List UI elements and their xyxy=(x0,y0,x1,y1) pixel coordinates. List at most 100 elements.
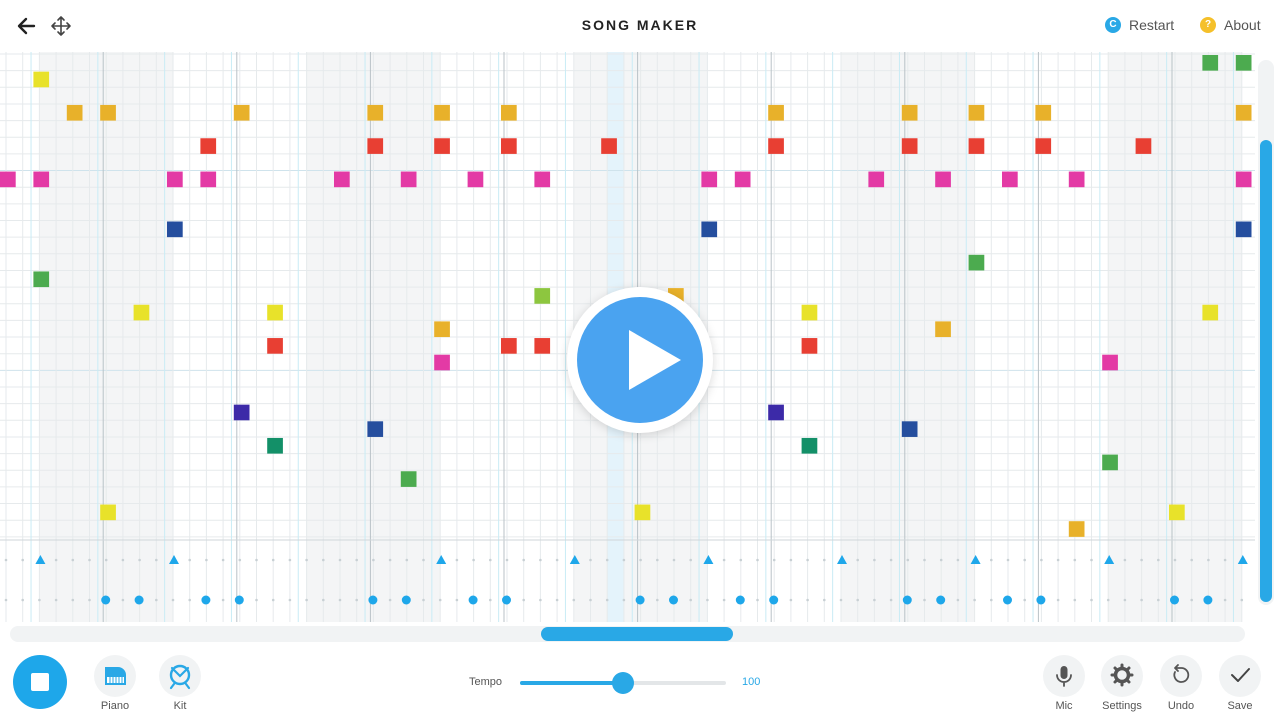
percussion-grid-dot xyxy=(906,558,910,562)
percussion-grid-dot xyxy=(238,558,242,562)
percussion-grid-dot xyxy=(288,598,292,602)
percussion-grid-dot xyxy=(338,558,342,562)
restart-button[interactable]: C Restart xyxy=(1105,17,1174,33)
percussion-grid-dot xyxy=(672,558,676,562)
percussion-grid-dot xyxy=(355,598,359,602)
melody-note xyxy=(1202,304,1219,321)
percussion-grid-dot xyxy=(990,558,993,562)
play-overlay-button[interactable] xyxy=(567,287,713,433)
melody-note xyxy=(1235,171,1252,188)
percussion-grid-dot xyxy=(605,598,609,602)
percussion-grid-dot xyxy=(305,598,308,602)
back-arrow-icon[interactable] xyxy=(14,14,38,38)
melody-note xyxy=(768,104,784,121)
mic-button[interactable] xyxy=(1043,655,1085,697)
percussion-grid-dot xyxy=(422,558,425,562)
percussion-grid-dot xyxy=(88,598,91,602)
melody-note xyxy=(267,437,283,454)
percussion-triangle xyxy=(1237,555,1248,564)
percussion-grid-dot xyxy=(455,558,459,562)
settings-button[interactable] xyxy=(1101,655,1143,697)
page-title: SONG MAKER xyxy=(581,17,699,33)
percussion-hit xyxy=(669,595,678,605)
melody-note xyxy=(901,104,918,121)
save-button[interactable] xyxy=(1219,655,1261,697)
percussion-grid-dot xyxy=(1123,558,1127,562)
percussion-grid-dot xyxy=(1106,598,1110,602)
restart-label: Restart xyxy=(1129,17,1175,33)
percussion-grid-dot xyxy=(756,598,759,602)
melody-note xyxy=(367,421,384,437)
melody-note xyxy=(400,171,417,188)
tempo-slider-fill xyxy=(520,681,623,685)
percussion-grid-dot xyxy=(271,558,275,562)
melody-note xyxy=(801,338,818,354)
percussion-grid-dot xyxy=(54,558,58,562)
about-button[interactable]: ? About xyxy=(1200,17,1261,33)
melody-note xyxy=(400,471,417,487)
percussion-triangle xyxy=(436,555,447,564)
percussion-grid-dot xyxy=(1223,558,1227,562)
percussion-grid-dot xyxy=(1157,558,1160,562)
instrument-button[interactable] xyxy=(94,655,136,697)
percussion-grid-dot xyxy=(656,558,659,562)
restart-icon: C xyxy=(1105,17,1121,33)
vertical-scrollbar-thumb[interactable] xyxy=(1260,140,1272,602)
percussion-grid-dot xyxy=(422,598,425,602)
melody-note xyxy=(935,321,951,338)
percussion-grid-dot xyxy=(789,558,793,562)
percussion-hit xyxy=(735,595,745,605)
percussion-grid-dot xyxy=(1157,598,1160,602)
percussion-grid-dot xyxy=(155,598,158,602)
percussion-grid-dot xyxy=(71,598,75,602)
microphone-icon xyxy=(1056,666,1072,687)
percussion-grid-dot xyxy=(806,598,809,602)
percussion-grid-dot xyxy=(338,598,342,602)
percussion-button[interactable] xyxy=(159,655,201,697)
percussion-grid-dot xyxy=(1240,598,1244,602)
percussion-grid-dot xyxy=(856,558,859,562)
percussion-grid-dot xyxy=(589,598,592,602)
melody-note xyxy=(200,138,217,154)
melody-note xyxy=(501,104,517,121)
percussion-grid-dot xyxy=(221,598,225,602)
melody-note xyxy=(434,138,450,154)
percussion-grid-dot xyxy=(923,598,926,602)
percussion-grid-dot xyxy=(689,598,692,602)
percussion-grid-dot xyxy=(1190,598,1193,602)
percussion-grid-dot xyxy=(4,558,8,562)
percussion-grid-dot xyxy=(1223,598,1227,602)
melody-note xyxy=(901,138,918,154)
percussion-grid-dot xyxy=(839,598,843,602)
percussion-grid-dot xyxy=(939,558,943,562)
percussion-grid-dot xyxy=(1173,558,1177,562)
horizontal-scrollbar-thumb[interactable] xyxy=(541,627,733,641)
percussion-grid-dot xyxy=(322,598,325,602)
move-icon[interactable] xyxy=(49,14,73,38)
tempo-slider-knob[interactable] xyxy=(612,672,634,694)
percussion-hit xyxy=(635,595,645,605)
play-button-circle[interactable] xyxy=(577,297,703,423)
percussion-grid-dot xyxy=(889,598,893,602)
percussion-grid-dot xyxy=(756,558,759,562)
melody-note xyxy=(768,404,784,421)
percussion-grid-dot xyxy=(1073,558,1077,562)
percussion-grid-dot xyxy=(121,598,125,602)
percussion-grid-dot xyxy=(1073,598,1077,602)
percussion-grid-dot xyxy=(121,558,125,562)
percussion-grid-dot xyxy=(4,598,8,602)
percussion-grid-dot xyxy=(305,558,308,562)
percussion-grid-dot xyxy=(789,598,793,602)
percussion-hit xyxy=(936,595,946,605)
melody-note xyxy=(534,338,551,354)
melody-note xyxy=(467,171,484,188)
about-icon: ? xyxy=(1200,17,1216,33)
melody-note xyxy=(367,138,384,154)
melody-note xyxy=(601,138,617,154)
undo-button[interactable] xyxy=(1160,655,1202,697)
stop-button[interactable] xyxy=(13,655,67,709)
about-label: About xyxy=(1224,17,1261,33)
percussion-triangle xyxy=(837,555,847,564)
stop-icon xyxy=(31,673,49,691)
melody-note xyxy=(100,504,116,521)
